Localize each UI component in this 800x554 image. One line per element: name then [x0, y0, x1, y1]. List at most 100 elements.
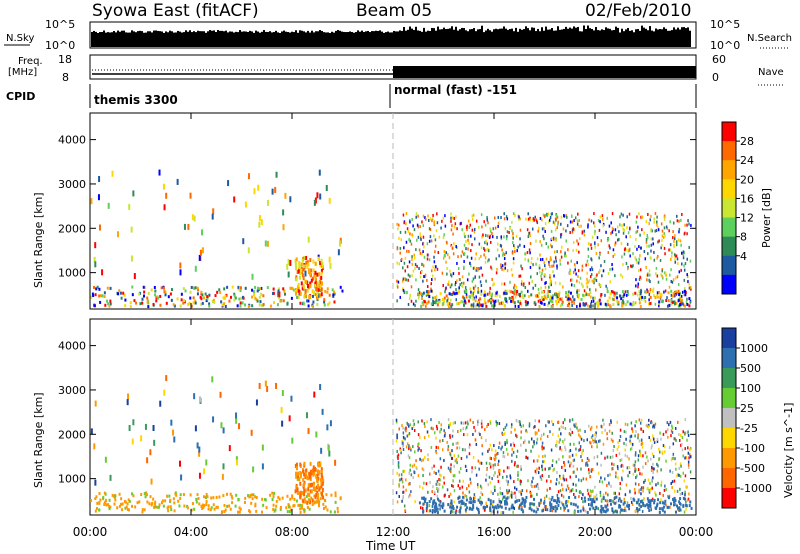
echo-cell — [632, 472, 635, 476]
echo-cell — [571, 230, 574, 234]
echo-cell — [468, 452, 471, 456]
echo-cell — [278, 296, 281, 300]
echo-cell — [563, 508, 565, 512]
echo-cell — [595, 288, 597, 292]
echo-cell — [275, 382, 278, 389]
echo-cell — [297, 295, 300, 300]
echo-cell — [422, 496, 425, 500]
echo-cell — [109, 286, 112, 290]
echo-cell — [609, 246, 611, 250]
y-tick-label: 2000 — [58, 222, 86, 235]
echo-cell — [587, 304, 589, 308]
echo-cell — [468, 272, 470, 276]
echo-cell — [316, 296, 319, 300]
echo-cell — [672, 456, 674, 460]
echo-cell — [634, 467, 636, 471]
echo-cell — [471, 243, 473, 247]
echo-cell — [560, 222, 562, 226]
echo-cell — [585, 293, 588, 297]
colorbar-frame — [721, 121, 737, 295]
echo-cell — [473, 228, 476, 232]
echo-cell — [574, 216, 577, 220]
echo-cell — [201, 301, 204, 305]
echo-cell — [169, 498, 172, 502]
echo-cell — [684, 223, 686, 227]
echo-cell — [512, 450, 515, 454]
echo-cell — [582, 500, 584, 504]
echo-cell — [478, 301, 481, 305]
echo-cell — [527, 217, 530, 221]
echo-cell — [527, 235, 530, 239]
echo-cell — [399, 447, 402, 451]
echo-cell — [520, 508, 523, 512]
echo-cell — [562, 476, 565, 480]
echo-cell — [604, 499, 607, 503]
echo-cell — [126, 508, 129, 512]
echo-cell — [302, 267, 305, 272]
echo-cell — [670, 429, 673, 433]
echo-cell — [667, 494, 669, 498]
echo-cell — [552, 432, 554, 436]
echo-cell — [156, 505, 159, 509]
echo-cell — [485, 501, 487, 505]
echo-cell — [624, 247, 626, 251]
echo-cell — [119, 291, 122, 295]
echo-cell — [464, 286, 467, 290]
echo-cell — [536, 221, 539, 225]
echo-cell — [554, 222, 556, 226]
echo-cell — [638, 245, 640, 249]
echo-cell — [90, 295, 93, 299]
echo-cell — [622, 464, 624, 468]
echo-cell — [573, 442, 575, 446]
echo-cell — [479, 461, 481, 465]
echo-cell — [687, 460, 690, 464]
echo-cell — [395, 420, 398, 424]
echo-cell — [488, 447, 491, 451]
echo-cell — [428, 258, 431, 262]
echo-cell — [475, 442, 478, 446]
echo-cell — [255, 298, 258, 302]
echo-cell — [481, 234, 484, 238]
echo-cell — [517, 464, 519, 468]
echo-cell — [452, 510, 454, 514]
echo-cell — [526, 302, 529, 306]
echo-cell — [671, 426, 674, 430]
echo-cell — [141, 510, 144, 514]
echo-cell — [549, 282, 551, 286]
echo-cell — [308, 507, 311, 511]
echo-cell — [631, 427, 633, 431]
echo-cell — [458, 271, 460, 275]
echo-cell — [587, 263, 589, 267]
echo-cell — [544, 285, 547, 289]
echo-cell — [90, 499, 93, 503]
echo-cell — [444, 214, 446, 218]
echo-cell — [212, 416, 215, 423]
echo-cell — [674, 462, 677, 466]
echo-cell — [429, 472, 431, 476]
echo-cell — [551, 212, 553, 216]
echo-cell — [307, 304, 310, 308]
echo-cell — [564, 251, 566, 255]
echo-cell — [652, 242, 654, 246]
echo-cell — [456, 446, 458, 450]
echo-cell — [609, 473, 611, 477]
echo-cell — [320, 258, 323, 263]
echo-cell — [550, 479, 552, 483]
echo-cell — [645, 290, 648, 294]
echo-cell — [570, 283, 573, 287]
echo-cell — [450, 463, 452, 467]
echo-cell — [512, 261, 515, 265]
echo-cell — [269, 493, 272, 497]
echo-cell — [201, 229, 204, 236]
echo-cell — [681, 491, 684, 495]
echo-cell — [671, 480, 674, 484]
echo-cell — [523, 244, 526, 248]
echo-cell — [418, 501, 421, 505]
echo-cell — [500, 511, 502, 515]
echo-cell — [472, 266, 475, 270]
echo-cell — [239, 286, 242, 290]
echo-cell — [656, 215, 658, 219]
echo-cell — [319, 463, 322, 468]
echo-cell — [596, 425, 598, 429]
echo-cell — [334, 494, 337, 498]
